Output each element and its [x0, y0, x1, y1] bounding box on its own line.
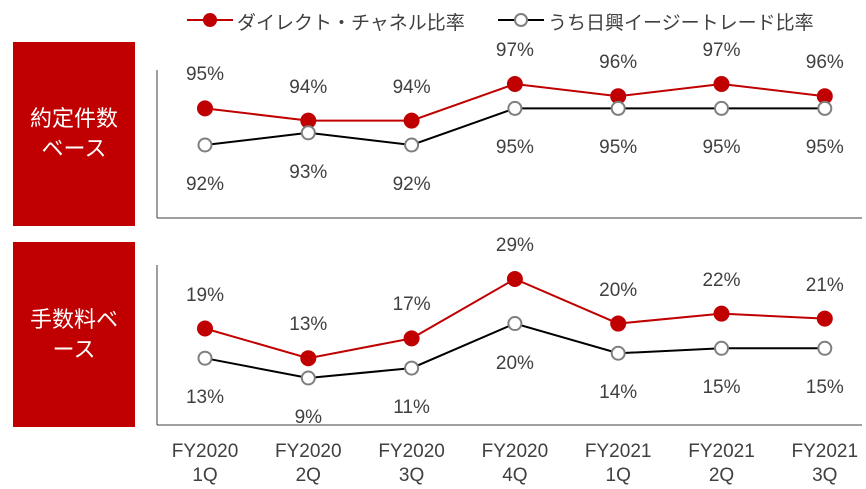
- x-tick-label: FY2021 1Q: [584, 441, 652, 486]
- data-point: [197, 350, 213, 366]
- data-point: [610, 315, 627, 332]
- data-point: [816, 310, 833, 327]
- data-label: 94%: [392, 76, 431, 98]
- data-label: 96%: [805, 52, 844, 74]
- data-label: 93%: [289, 161, 328, 183]
- data-point: [197, 320, 213, 337]
- data-label: 13%: [289, 314, 328, 336]
- data-label: 95%: [599, 137, 638, 159]
- x-tick-label: FY2021 2Q: [688, 441, 755, 486]
- data-point: [507, 316, 523, 332]
- data-point: [403, 330, 420, 347]
- data-label: 20%: [495, 352, 534, 374]
- data-point: [714, 340, 729, 356]
- panel-title-text: 約定件数ベース: [29, 106, 118, 161]
- data-point: [713, 76, 730, 92]
- legend-label: うち日興イージートレード比率: [548, 13, 814, 34]
- data-label: 13%: [185, 387, 225, 409]
- x-tick-label: FY2020 3Q: [378, 441, 445, 486]
- data-point: [610, 100, 626, 116]
- panel-title: 約定件数ベース: [13, 42, 135, 226]
- data-label: 97%: [495, 40, 534, 61]
- data-point: [404, 137, 420, 153]
- data-point: [817, 340, 833, 356]
- data-point: [817, 100, 833, 116]
- data-point: [197, 100, 213, 117]
- data-label: 95%: [702, 137, 741, 159]
- data-label: 95%: [185, 64, 225, 86]
- data-label: 9%: [294, 407, 323, 428]
- x-tick-label: FY2020 1Q: [171, 441, 239, 486]
- data-label: 15%: [702, 377, 741, 399]
- data-label: 96%: [599, 52, 638, 74]
- legend-marker: [514, 13, 528, 27]
- data-point: [404, 360, 420, 376]
- data-point: [714, 100, 729, 116]
- panel-title-text: 手数料ベース: [29, 306, 118, 362]
- data-point: [403, 112, 420, 129]
- data-label: 21%: [805, 274, 844, 296]
- data-point: [300, 125, 316, 141]
- x-tick-label: FY2020 4Q: [481, 441, 549, 486]
- legend-label: ダイレクト・チャネル比率: [237, 13, 465, 34]
- data-label: 92%: [185, 174, 225, 195]
- panel-title: 手数料ベース: [13, 242, 135, 427]
- data-label: 29%: [495, 235, 534, 256]
- x-tick-label: FY2021 3Q: [791, 441, 859, 486]
- data-point: [300, 370, 316, 386]
- data-label: 11%: [393, 397, 430, 419]
- data-label: 92%: [392, 174, 431, 195]
- data-label: 20%: [599, 279, 638, 301]
- data-point: [506, 271, 523, 287]
- data-label: 19%: [185, 284, 225, 306]
- data-point: [610, 345, 626, 361]
- data-point: [300, 350, 317, 367]
- data-label: 95%: [495, 137, 534, 159]
- data-label: 97%: [702, 40, 741, 61]
- data-point: [713, 305, 730, 322]
- legend-marker: [203, 13, 217, 27]
- data-point: [507, 100, 523, 116]
- data-label: 22%: [702, 269, 741, 291]
- data-label: 14%: [599, 382, 638, 404]
- data-point: [506, 76, 523, 92]
- data-label: 15%: [805, 377, 844, 399]
- data-label: 94%: [289, 76, 328, 98]
- data-point: [197, 137, 213, 153]
- data-label: 17%: [392, 294, 431, 316]
- data-label: 95%: [805, 137, 844, 159]
- x-tick-label: FY2020 2Q: [275, 441, 342, 486]
